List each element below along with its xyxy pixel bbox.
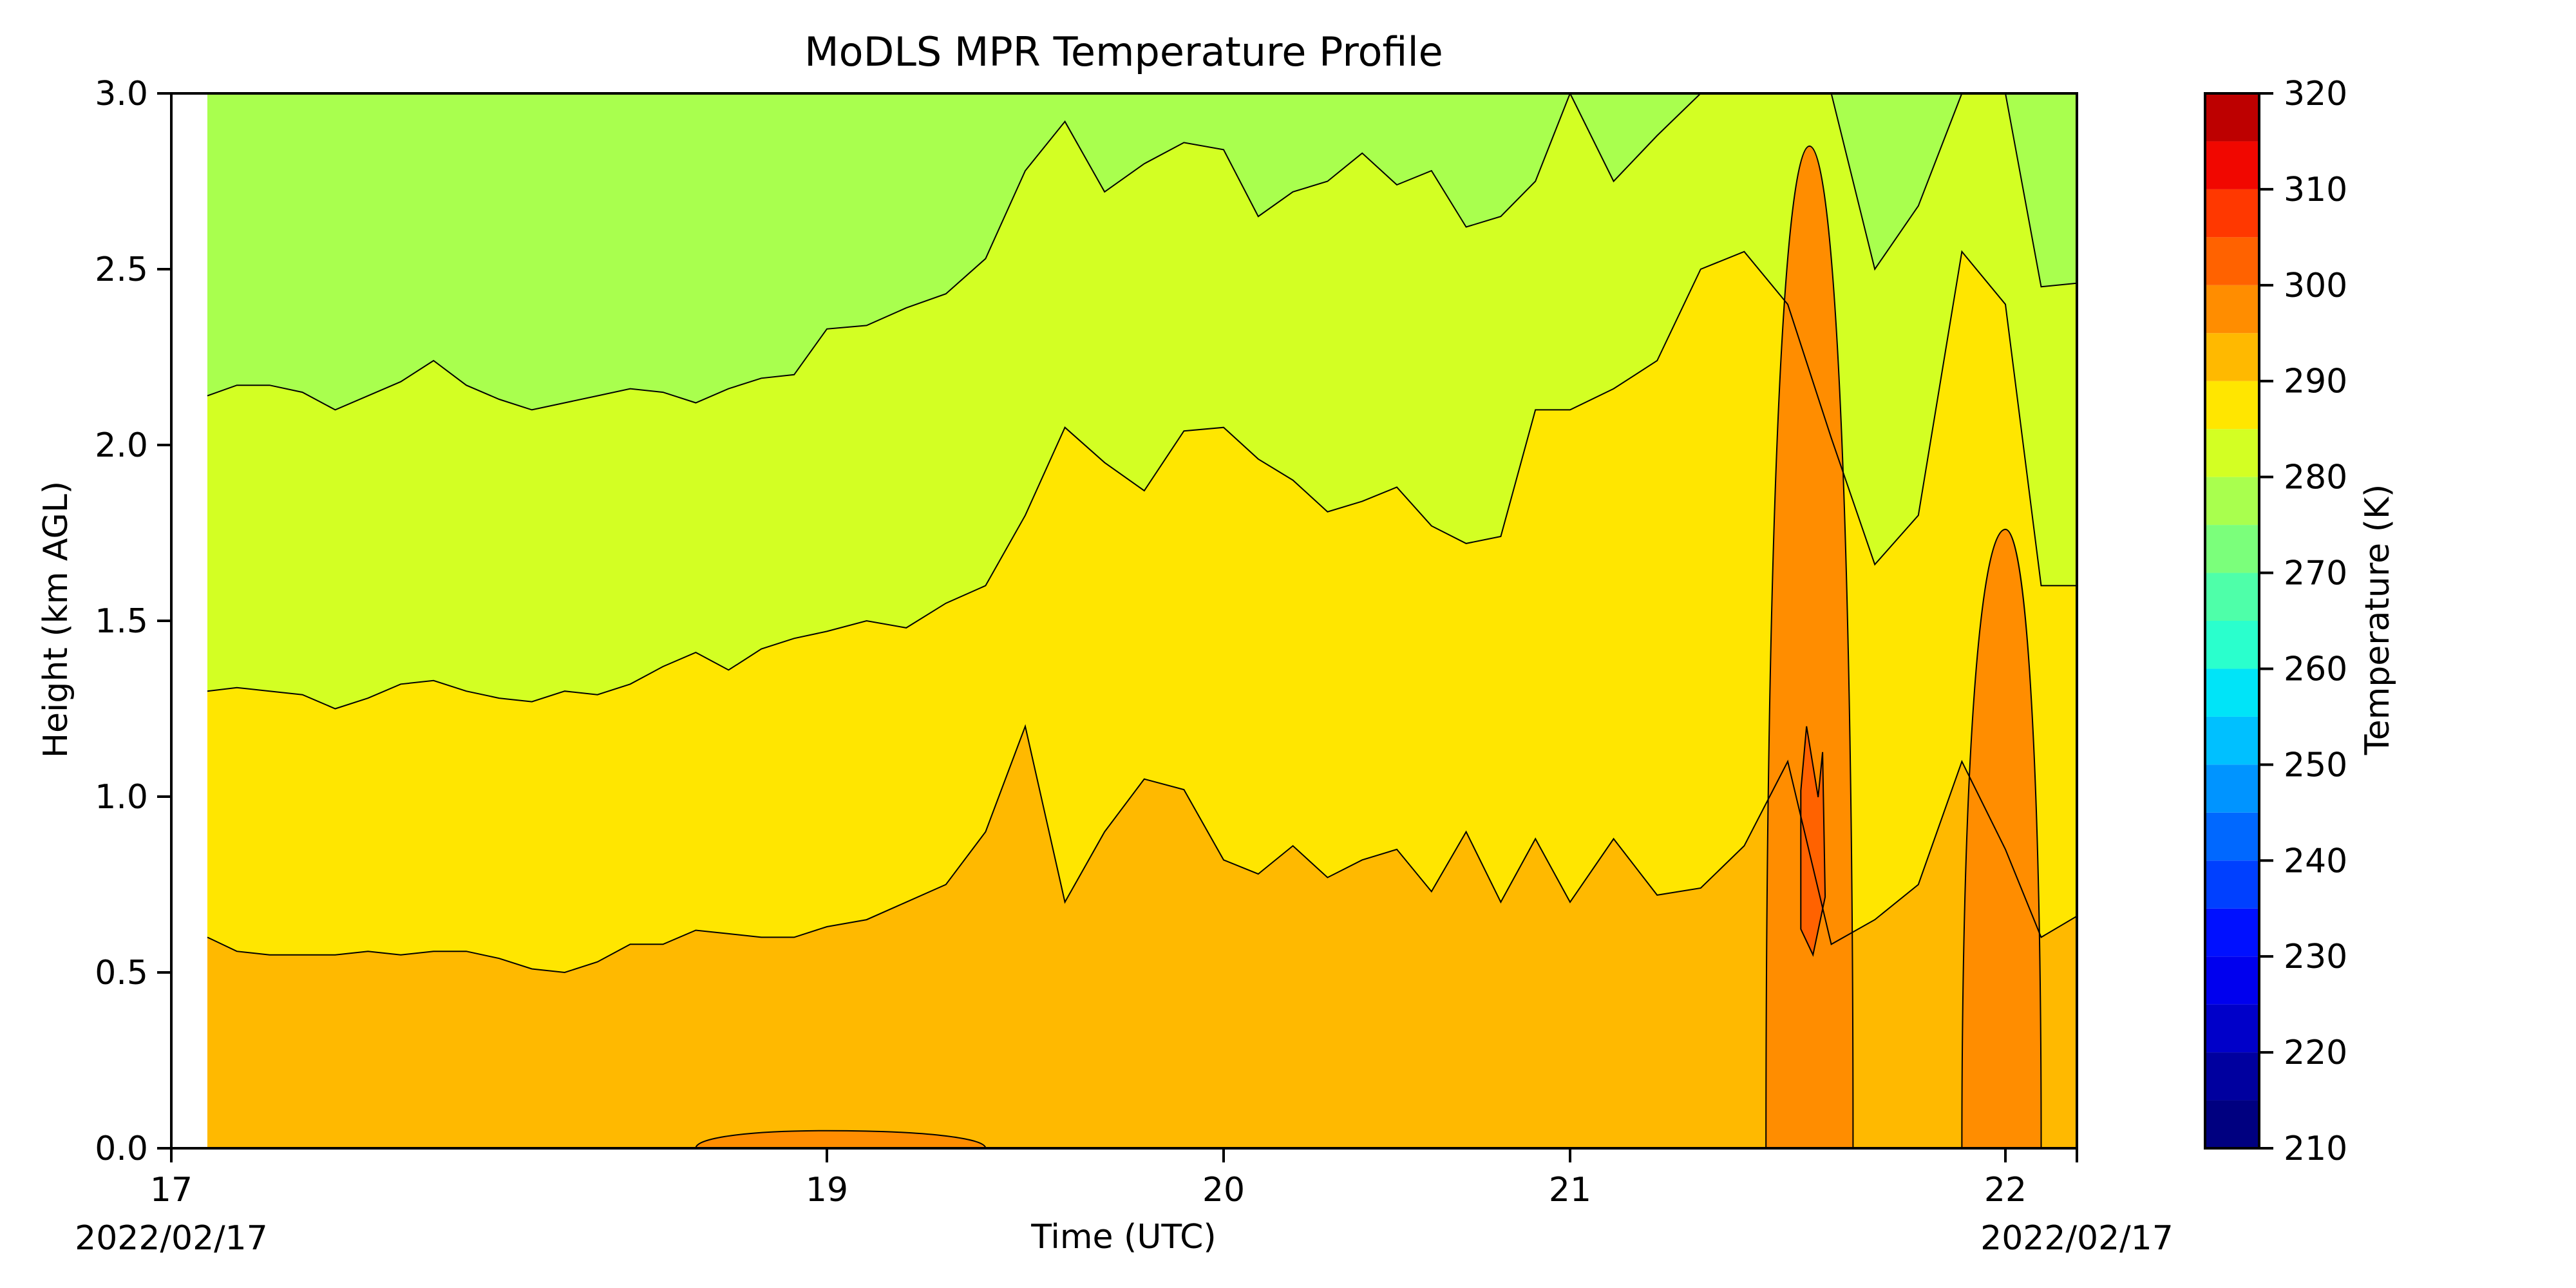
colorbar-label: Temperature (K) xyxy=(2358,484,2397,756)
colorbar-tick-label-230: 230 xyxy=(2284,938,2347,976)
colorbar-tick-label-270: 270 xyxy=(2284,554,2347,593)
contour-warm-core-inner xyxy=(1800,726,1826,957)
colorbar-swatch-290 xyxy=(2205,333,2259,381)
colorbar-swatch-310 xyxy=(2205,141,2259,189)
colorbar-swatch-305 xyxy=(2205,189,2259,238)
y-tick-label-0.5: 0.5 xyxy=(95,954,148,992)
colorbar-swatch-265 xyxy=(2205,573,2259,621)
contour-line-1 xyxy=(207,93,2077,411)
colorbar-tick-label-240: 240 xyxy=(2284,842,2347,880)
y-tick-label-1.5: 1.5 xyxy=(95,602,148,641)
contour-line-3 xyxy=(207,724,2077,974)
colorbar-swatch-215 xyxy=(2205,1052,2259,1101)
y-axis: 0.0 0.5 1.0 1.5 2.0 2.5 3.0 xyxy=(95,75,171,1168)
colorbar: 210 220 230 240 250 260 270 280 290 300 310 320 xyxy=(2204,75,2347,1168)
y-tick-label-3.0: 3.0 xyxy=(95,75,148,113)
colorbar-tick-label-310: 310 xyxy=(2284,171,2347,209)
colorbar-swatch-245 xyxy=(2205,764,2259,813)
y-axis-label: Height (km AGL) xyxy=(37,481,75,758)
colorbar-tick-label-210: 210 xyxy=(2284,1130,2347,1168)
colorbar-tick-label-280: 280 xyxy=(2284,459,2347,497)
colorbar-swatch-240 xyxy=(2205,812,2259,861)
colorbar-tick-label-320: 320 xyxy=(2284,75,2347,113)
contour-warm-pocket-near-surface xyxy=(695,1130,987,1148)
colorbar-frame xyxy=(2204,92,2260,1150)
colorbar-swatch-300 xyxy=(2205,237,2259,285)
colorbar-swatch-210 xyxy=(2205,1100,2259,1148)
colorbar-tick-label-290: 290 xyxy=(2284,363,2347,401)
colorbar-swatch-225 xyxy=(2205,956,2259,1005)
x-tick-label-19: 19 xyxy=(806,1171,848,1209)
contour-band-3 xyxy=(207,726,2077,1148)
colorbar-swatch-295 xyxy=(2205,285,2259,334)
x-tick-label-17: 17 xyxy=(150,1171,193,1209)
plot-area xyxy=(207,93,2077,1148)
x-axis-label: Time (UTC) xyxy=(1030,1218,1216,1256)
colorbar-swatch-315 xyxy=(2205,93,2259,142)
colorbar-swatch-270 xyxy=(2205,525,2259,573)
y-tick-label-2.0: 2.0 xyxy=(95,426,148,465)
colorbar-tick-label-260: 260 xyxy=(2284,650,2347,688)
colorbar-tick-label-220: 220 xyxy=(2284,1034,2347,1072)
colorbar-swatch-285 xyxy=(2205,381,2259,430)
chart-title: MoDLS MPR Temperature Profile xyxy=(804,28,1443,75)
colorbar-tick-label-250: 250 xyxy=(2284,746,2347,784)
colorbar-swatch-220 xyxy=(2205,1004,2259,1053)
colorbar-swatch-250 xyxy=(2205,716,2259,765)
contour-warm-core-21.5 xyxy=(1765,145,1854,1148)
colorbar-tick-label-300: 300 xyxy=(2284,267,2347,305)
contour-warm-core-21.95 xyxy=(1961,528,2042,1148)
colorbar-swatch-260 xyxy=(2205,621,2259,669)
colorbar-swatch-275 xyxy=(2205,477,2259,526)
x-axis: 17 19 20 21 22 xyxy=(150,1148,2078,1209)
y-tick-label-1.0: 1.0 xyxy=(95,778,148,817)
x-tick-label-22: 22 xyxy=(1984,1171,2027,1209)
y-tick-label-0.0: 0.0 xyxy=(95,1130,148,1168)
x-tick-label-21: 21 xyxy=(1549,1171,1591,1209)
colorbar-swatch-255 xyxy=(2205,668,2259,717)
colorbar-swatch-230 xyxy=(2205,908,2259,957)
colorbar-swatch-280 xyxy=(2205,429,2259,477)
contour-line-2 xyxy=(207,250,2077,710)
y-tick-label-2.5: 2.5 xyxy=(95,251,148,289)
date-label-left: 2022/02/17 xyxy=(75,1219,268,1258)
colorbar-swatch-235 xyxy=(2205,860,2259,909)
date-label-right: 2022/02/17 xyxy=(1980,1219,2174,1258)
x-tick-label-20: 20 xyxy=(1202,1171,1245,1209)
